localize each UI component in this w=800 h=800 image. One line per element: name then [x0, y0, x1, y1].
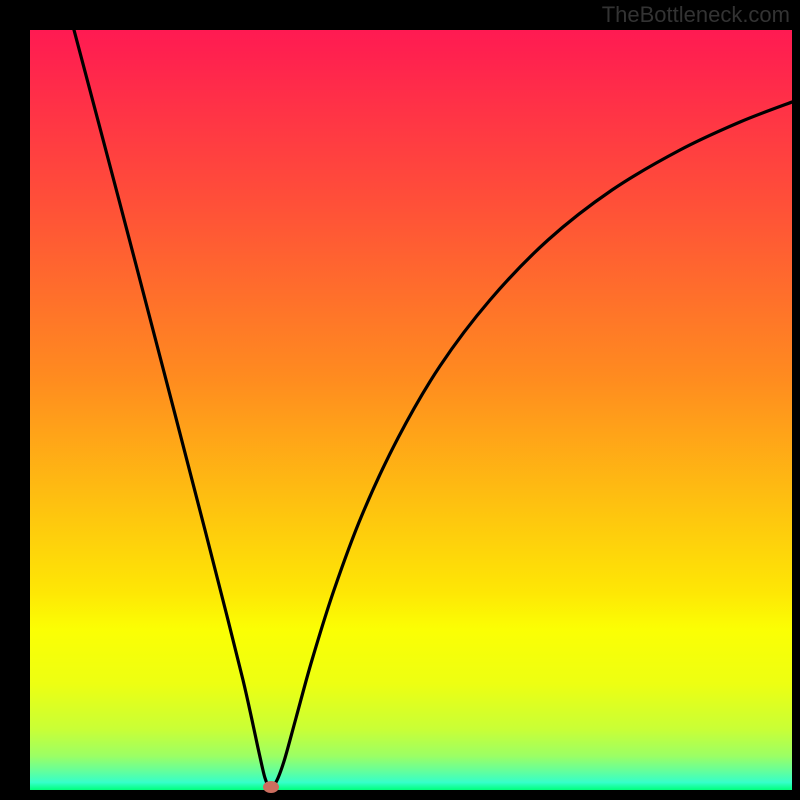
- minimum-marker: [263, 781, 279, 793]
- plot-area: [30, 30, 792, 790]
- watermark-text: TheBottleneck.com: [602, 2, 790, 28]
- bottleneck-curve: [30, 30, 792, 790]
- curve-path: [74, 30, 792, 787]
